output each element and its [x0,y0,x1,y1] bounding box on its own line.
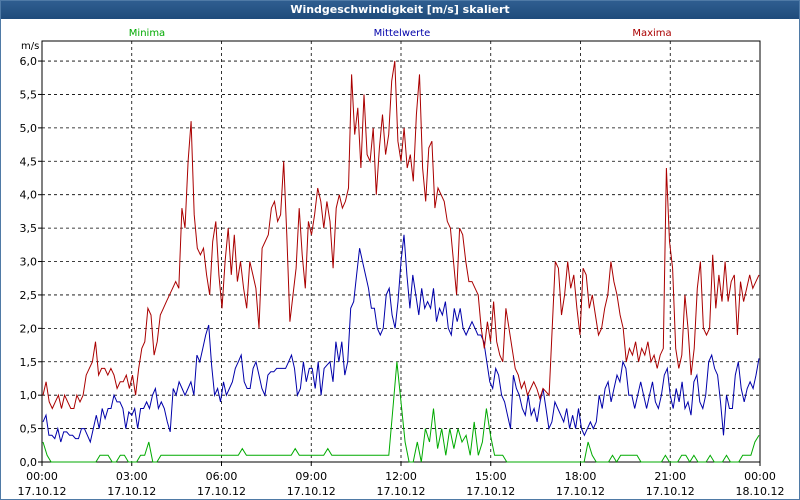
y-tick-label: 4,5 [20,155,38,168]
x-tick-time: 09:00 [295,470,327,483]
series-line-mittelwerte [42,234,760,444]
y-tick-label: 6,0 [20,55,38,68]
series-line-maxima [42,60,760,410]
window-title: Windgeschwindigkeit [m/s] skaliert [1,1,799,19]
y-tick-label: 5,0 [20,122,38,135]
x-tick-time: 03:00 [116,470,148,483]
y-tick-label: 2,0 [20,322,38,335]
x-tick-date: 17.10.12 [197,485,246,498]
series-line-minima [42,361,760,463]
legend-minima: Minima [129,28,165,39]
x-tick-date: 17.10.12 [377,485,426,498]
x-tick-time: 15:00 [475,470,507,483]
x-tick-time: 00:00 [744,470,776,483]
y-tick-label: 2,5 [20,289,38,302]
y-tick-label: 5,5 [20,88,38,101]
x-tick-date: 17.10.12 [287,485,336,498]
x-tick-date: 17.10.12 [18,485,67,498]
legend-maxima: Maxima [632,28,671,39]
x-tick-time: 06:00 [206,470,238,483]
y-tick-label: 1,5 [20,356,38,369]
x-tick-date: 17.10.12 [466,485,515,498]
y-tick-label: 1,0 [20,389,38,402]
y-tick-label: 4,0 [20,189,38,202]
legend-mittelwerte: Mittelwerte [374,28,431,39]
x-tick-date: 18.10.12 [736,485,785,498]
x-tick-date: 17.10.12 [556,485,605,498]
y-tick-label: 3,0 [20,256,38,269]
y-tick-label: 0,0 [20,456,38,469]
x-tick-time: 18:00 [565,470,597,483]
x-tick-time: 21:00 [654,470,686,483]
x-tick-time: 12:00 [385,470,417,483]
x-tick-date: 17.10.12 [107,485,156,498]
y-tick-label: 0,5 [20,423,38,436]
x-tick-date: 17.10.12 [646,485,695,498]
y-axis-unit: m/s [21,41,39,52]
x-tick-time: 00:00 [26,470,58,483]
y-tick-label: 3,5 [20,222,38,235]
